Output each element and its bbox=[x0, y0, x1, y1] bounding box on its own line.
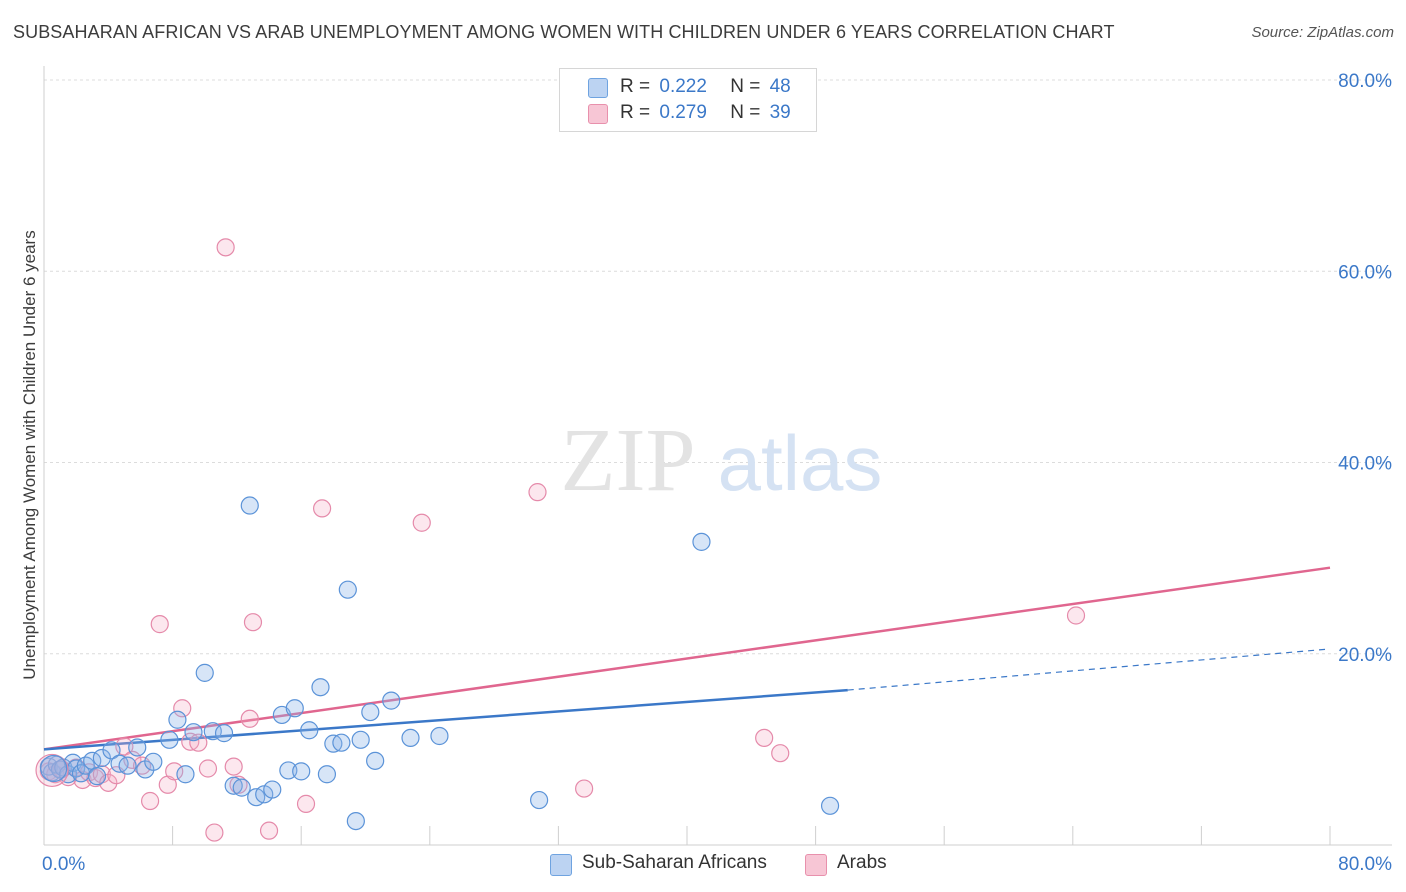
point-arab bbox=[165, 762, 184, 781]
watermark-atlas: atlas bbox=[718, 419, 883, 507]
point-subsaharan bbox=[292, 762, 311, 781]
tick-labels: 80.0% 60.0% 40.0% 20.0% 0.0% 80.0% bbox=[42, 71, 1392, 875]
point-subsaharan bbox=[300, 721, 319, 740]
n-label: N = bbox=[730, 102, 761, 123]
y-tick-label: 20.0% bbox=[1338, 645, 1392, 666]
point-arab bbox=[243, 613, 263, 632]
point-subsaharan bbox=[361, 702, 380, 722]
point-subsaharan bbox=[168, 710, 187, 729]
stats-legend: R = 0.222 N = 48 R = 0.279 N = 39 bbox=[559, 68, 817, 132]
y-tick-label: 80.0% bbox=[1338, 71, 1392, 92]
point-subsaharan bbox=[692, 532, 711, 551]
point-subsaharan bbox=[195, 663, 214, 682]
legend-row-arabs: R = 0.279 N = 39 bbox=[620, 102, 791, 124]
point-subsaharan bbox=[430, 726, 449, 746]
trend-line-subsaharan-extension bbox=[847, 648, 1331, 691]
point-subsaharan bbox=[285, 699, 304, 718]
legend-swatch-pink bbox=[588, 104, 608, 124]
point-subsaharan bbox=[102, 741, 121, 760]
point-arab bbox=[412, 513, 431, 532]
axes bbox=[43, 66, 1392, 846]
point-arab bbox=[771, 744, 790, 763]
point-subsaharan bbox=[92, 748, 111, 768]
point-subsaharan bbox=[332, 733, 351, 752]
point-subsaharan bbox=[311, 678, 330, 697]
point-subsaharan bbox=[176, 765, 195, 784]
point-arab bbox=[35, 753, 69, 788]
point-subsaharan bbox=[203, 722, 222, 741]
n-value-subsaharan: 48 bbox=[769, 76, 791, 97]
point-subsaharan bbox=[87, 767, 107, 786]
x-tick-label: 0.0% bbox=[42, 854, 85, 875]
point-subsaharan bbox=[279, 761, 298, 780]
point-subsaharan bbox=[338, 580, 357, 599]
series-name-arabs: Arabs bbox=[837, 852, 887, 873]
point-subsaharan bbox=[232, 778, 251, 797]
point-arab bbox=[755, 728, 774, 748]
watermark: ZIP atlas bbox=[561, 411, 883, 510]
point-arab bbox=[259, 821, 279, 840]
x-tick-label: 80.0% bbox=[1338, 854, 1392, 875]
point-subsaharan bbox=[40, 754, 68, 783]
point-subsaharan bbox=[240, 496, 259, 515]
point-subsaharan bbox=[382, 691, 401, 710]
point-arab bbox=[205, 823, 224, 842]
point-arab bbox=[528, 483, 547, 502]
bottom-legend-arabs: Arabs bbox=[805, 852, 887, 876]
y-tick-label: 60.0% bbox=[1338, 262, 1392, 283]
legend-swatch-blue bbox=[588, 78, 608, 98]
point-arab bbox=[216, 238, 235, 257]
point-arab bbox=[140, 791, 160, 811]
bottom-legend-subsaharan: Sub-Saharan Africans bbox=[550, 852, 767, 876]
watermark-zip: ZIP bbox=[561, 411, 696, 510]
point-subsaharan bbox=[118, 756, 137, 775]
point-subsaharan bbox=[820, 796, 840, 815]
point-subsaharan bbox=[144, 752, 163, 771]
point-arab bbox=[1066, 606, 1086, 625]
point-subsaharan bbox=[160, 730, 179, 749]
source-note: Source: ZipAtlas.com bbox=[1251, 24, 1394, 41]
bottom-swatch-blue bbox=[550, 854, 572, 876]
point-subsaharan bbox=[351, 730, 370, 749]
point-arab bbox=[240, 709, 259, 728]
point-subsaharan bbox=[128, 738, 147, 757]
point-subsaharan bbox=[346, 811, 365, 831]
n-label: N = bbox=[730, 76, 761, 97]
point-arab bbox=[312, 499, 332, 518]
point-arab bbox=[189, 733, 208, 752]
chart-title: SUBSAHARAN AFRICAN VS ARAB UNEMPLOYMENT … bbox=[13, 22, 1115, 42]
trend-line-arabs bbox=[43, 566, 1331, 751]
data-points bbox=[35, 238, 1086, 842]
r-label: R = bbox=[620, 102, 651, 123]
point-subsaharan bbox=[366, 751, 385, 770]
point-subsaharan bbox=[214, 724, 234, 743]
point-subsaharan bbox=[530, 790, 549, 810]
point-subsaharan bbox=[317, 765, 337, 784]
point-arab bbox=[150, 615, 169, 634]
r-label: R = bbox=[620, 76, 651, 97]
gridlines bbox=[44, 79, 1392, 655]
y-tick-label: 40.0% bbox=[1338, 454, 1392, 475]
point-arab bbox=[198, 759, 218, 778]
point-subsaharan bbox=[401, 728, 420, 748]
n-value-arabs: 39 bbox=[769, 102, 791, 123]
r-value-arabs: 0.279 bbox=[659, 102, 707, 123]
legend-row-subsaharan: R = 0.222 N = 48 bbox=[620, 76, 791, 98]
bottom-swatch-pink bbox=[805, 854, 827, 876]
point-subsaharan bbox=[184, 723, 203, 742]
point-subsaharan bbox=[263, 780, 282, 799]
r-value-subsaharan: 0.222 bbox=[659, 76, 707, 97]
trend-lines bbox=[43, 566, 1331, 751]
series-name-subsaharan: Sub-Saharan Africans bbox=[582, 852, 767, 873]
point-arab bbox=[296, 794, 316, 813]
point-arab bbox=[224, 757, 243, 776]
point-arab bbox=[575, 779, 594, 798]
point-arab bbox=[173, 699, 192, 718]
